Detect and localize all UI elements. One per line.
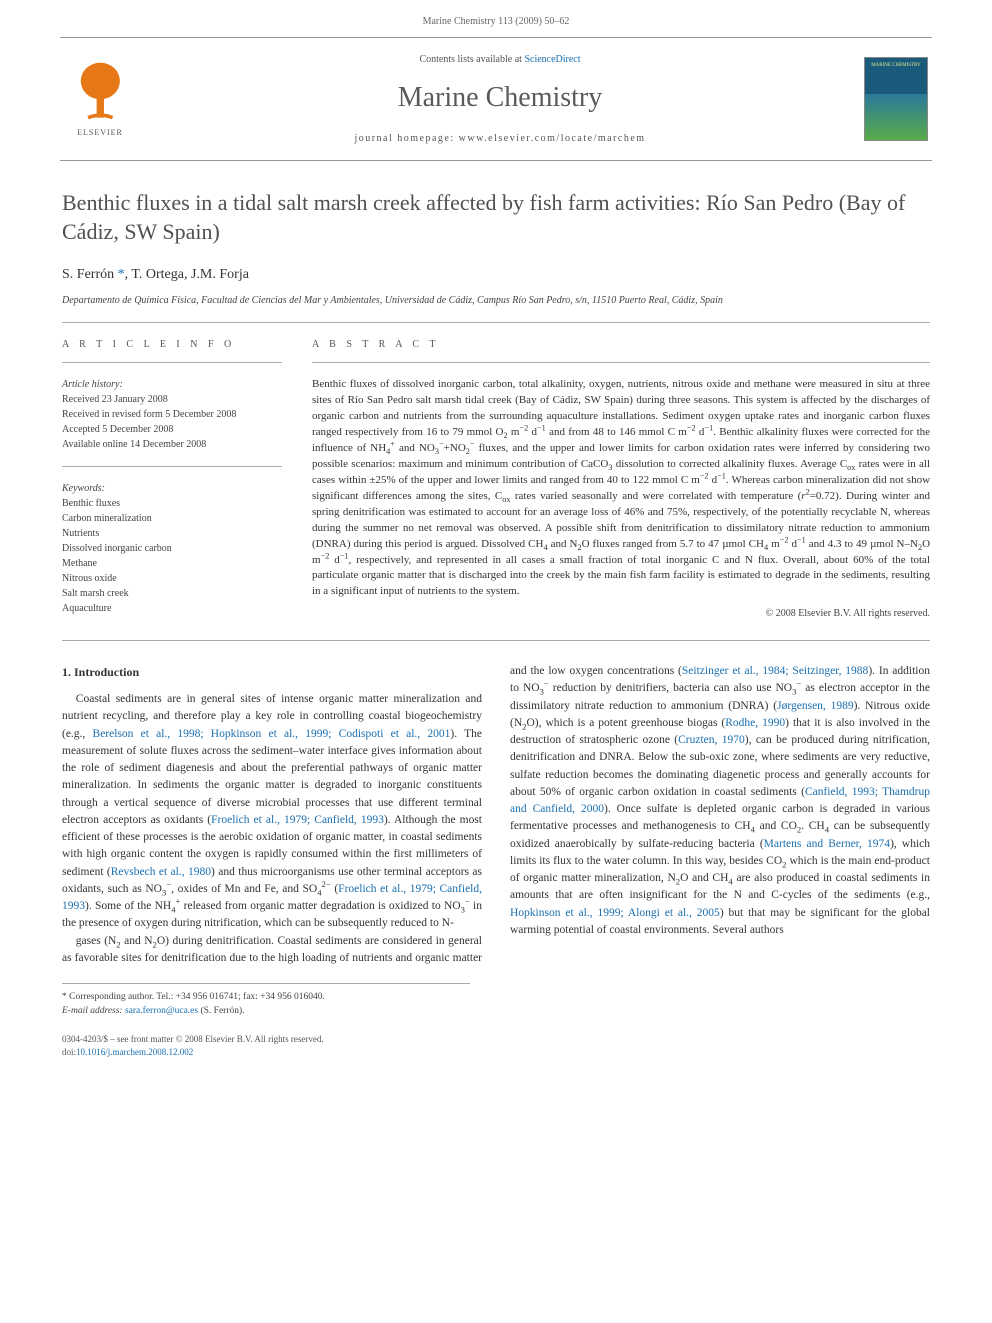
article-title: Benthic fluxes in a tidal salt marsh cre… xyxy=(62,189,930,246)
front-matter-line: 0304-4203/$ – see front matter © 2008 El… xyxy=(62,1033,930,1047)
contents-line: Contents lists available at ScienceDirec… xyxy=(136,52,864,67)
keywords-block: Keywords: Benthic fluxes Carbon minerali… xyxy=(62,481,282,616)
publisher-name: ELSEVIER xyxy=(77,127,123,139)
corresponding-marker-link[interactable]: * xyxy=(118,267,125,282)
keyword: Dissolved inorganic carbon xyxy=(62,541,282,556)
rule-top xyxy=(62,322,930,323)
page-footer: 0304-4203/$ – see front matter © 2008 El… xyxy=(62,1033,930,1060)
abstract-rule xyxy=(312,362,930,363)
cover-thumb-title: MARINE CHEMISTRY xyxy=(865,62,927,70)
meta-abstract-row: A R T I C L E I N F O Article history: R… xyxy=(62,337,930,630)
history-item: Received 23 January 2008 xyxy=(62,392,282,407)
publisher-logo: ELSEVIER xyxy=(64,59,136,139)
article-info-heading: A R T I C L E I N F O xyxy=(62,337,282,352)
rule-after-abstract xyxy=(62,640,930,641)
journal-name: Marine Chemistry xyxy=(136,77,864,119)
doi-link[interactable]: 10.1016/j.marchem.2008.12.002 xyxy=(76,1047,193,1057)
email-line: E-mail address: sara.ferron@uca.es (S. F… xyxy=(62,1004,470,1018)
keyword: Carbon mineralization xyxy=(62,511,282,526)
keyword: Aquaculture xyxy=(62,601,282,616)
keywords-rule xyxy=(62,466,282,467)
history-label: Article history: xyxy=(62,377,282,392)
section-heading-intro: 1. Introduction xyxy=(62,663,482,681)
history-item: Available online 14 December 2008 xyxy=(62,437,282,452)
elsevier-tree-icon xyxy=(71,59,130,125)
article-info-column: A R T I C L E I N F O Article history: R… xyxy=(62,337,282,630)
homepage-url: www.elsevier.com/locate/marchem xyxy=(459,133,646,144)
homepage-prefix: journal homepage: xyxy=(354,133,458,144)
history-item: Received in revised form 5 December 2008 xyxy=(62,407,282,422)
keywords-label: Keywords: xyxy=(62,481,282,496)
corresponding-author-note: * Corresponding author. Tel.: +34 956 01… xyxy=(62,990,470,1004)
keyword: Salt marsh creek xyxy=(62,586,282,601)
running-head: Marine Chemistry 113 (2009) 50–62 xyxy=(0,0,992,37)
contents-prefix: Contents lists available at xyxy=(419,54,524,65)
abstract-text: Benthic fluxes of dissolved inorganic ca… xyxy=(312,377,930,600)
email-link[interactable]: sara.ferron@uca.es xyxy=(125,1006,198,1016)
sciencedirect-link[interactable]: ScienceDirect xyxy=(524,54,580,65)
homepage-line: journal homepage: www.elsevier.com/locat… xyxy=(136,131,864,146)
email-label: E-mail address: xyxy=(62,1006,123,1016)
journal-cover-thumb: MARINE CHEMISTRY xyxy=(864,57,928,141)
authors-rest: , T. Ortega, J.M. Forja xyxy=(125,267,249,282)
keyword: Nitrous oxide xyxy=(62,571,282,586)
author-1: S. Ferrón xyxy=(62,267,118,282)
abstract-column: A B S T R A C T Benthic fluxes of dissol… xyxy=(312,337,930,630)
authors: S. Ferrón *, T. Ortega, J.M. Forja xyxy=(62,264,930,285)
keyword: Nutrients xyxy=(62,526,282,541)
abstract-heading: A B S T R A C T xyxy=(312,337,930,352)
intro-para-1: Coastal sediments are in general sites o… xyxy=(62,691,482,933)
keyword: Methane xyxy=(62,556,282,571)
history-item: Accepted 5 December 2008 xyxy=(62,422,282,437)
footnotes: * Corresponding author. Tel.: +34 956 01… xyxy=(62,983,470,1019)
doi-line: doi:10.1016/j.marchem.2008.12.002 xyxy=(62,1046,930,1060)
info-rule xyxy=(62,362,282,363)
keyword: Benthic fluxes xyxy=(62,496,282,511)
cover-thumb-art xyxy=(865,94,927,140)
abstract-copyright: © 2008 Elsevier B.V. All rights reserved… xyxy=(312,606,930,621)
journal-banner: ELSEVIER Contents lists available at Sci… xyxy=(60,37,932,161)
doi-label: doi: xyxy=(62,1047,76,1057)
banner-center: Contents lists available at ScienceDirec… xyxy=(136,52,864,146)
body-two-column: 1. Introduction Coastal sediments are in… xyxy=(62,663,930,967)
article-history: Article history: Received 23 January 200… xyxy=(62,377,282,452)
email-suffix: (S. Ferrón). xyxy=(200,1006,244,1016)
affiliation: Departamento de Química Física, Facultad… xyxy=(62,293,930,308)
